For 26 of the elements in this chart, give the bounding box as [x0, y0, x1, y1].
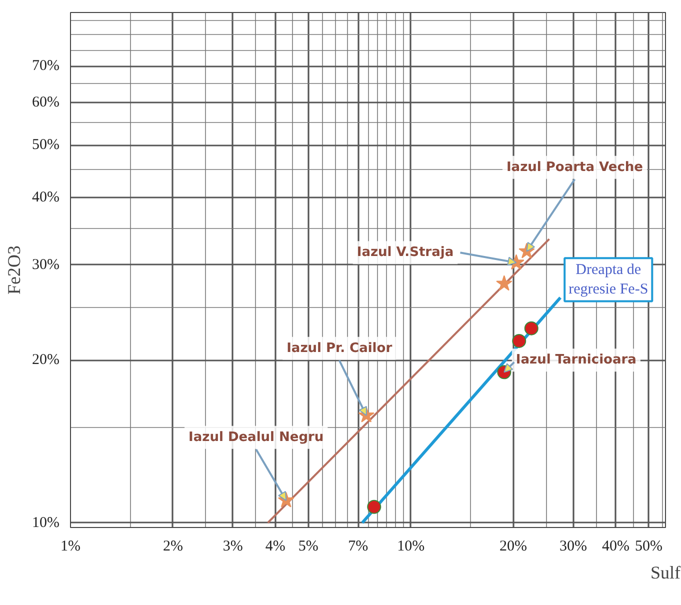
y-tick-label: 70% — [32, 58, 60, 74]
x-axis-title: Sulf — [650, 562, 681, 582]
x-tick-label: 50% — [635, 538, 662, 554]
y-tick-label: 30% — [32, 256, 60, 273]
x-tick-label: 30% — [559, 538, 587, 554]
x-tick-label: 40% — [602, 538, 630, 554]
annotation: Iazul Poarta Veche — [506, 160, 644, 175]
annotation: Iazul Pr. Cailor — [286, 340, 393, 356]
annotation: Dreapta de regresie Fe-S — [568, 262, 648, 298]
x-tick-label: 4% — [265, 538, 286, 554]
x-tick-label: 2% — [162, 538, 183, 554]
annotation: Iazul V.Straja — [356, 245, 454, 260]
y-tick-label: 10% — [32, 514, 60, 531]
y-tick-label: 40% — [32, 189, 60, 206]
y-tick-label: 60% — [32, 94, 60, 110]
y-tick-label: 20% — [32, 352, 60, 368]
y-tick-label: 50% — [32, 137, 60, 154]
annotation: Iazul Dealul Negru — [188, 430, 324, 445]
x-tick-label: 20% — [500, 538, 528, 554]
annotation: Iazul Tarnicioara — [516, 352, 636, 368]
x-tick-label: 7% — [348, 538, 368, 554]
x-tick-label: 3% — [222, 538, 243, 554]
y-axis-title: Fe2O3 — [4, 246, 24, 294]
x-tick-label: 1% — [60, 538, 80, 554]
x-tick-label: 10% — [397, 538, 425, 554]
x-tick-label: 5% — [298, 538, 318, 554]
